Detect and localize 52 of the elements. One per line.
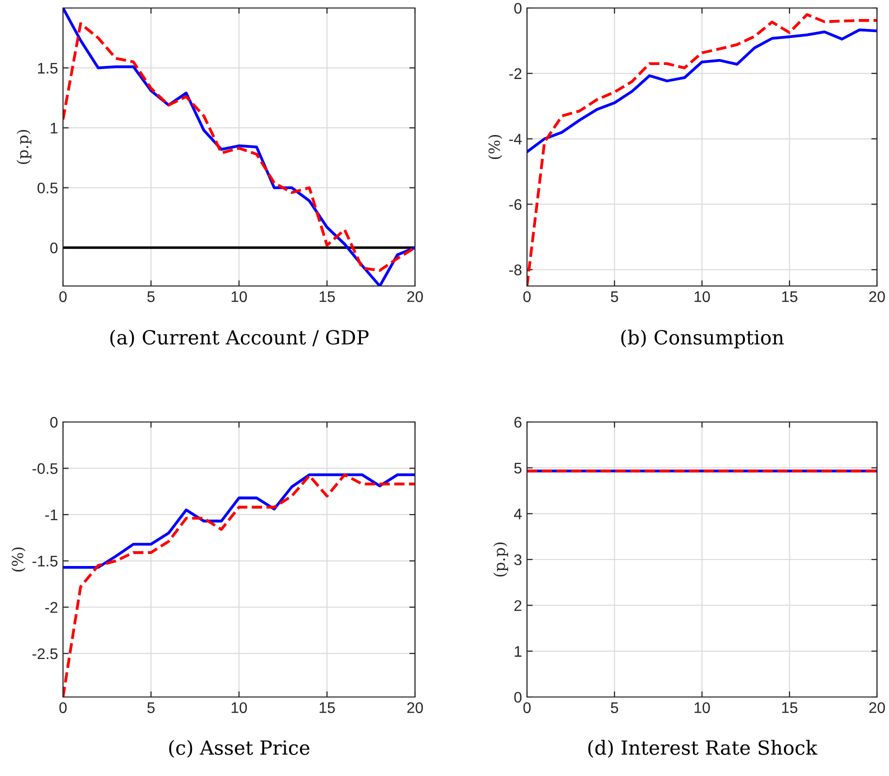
x-tick-label: 10 xyxy=(694,291,710,302)
x-tick-label: 20 xyxy=(407,702,423,714)
y-tick-label: -2.5 xyxy=(32,648,58,660)
y-tick-label: 0.5 xyxy=(38,182,58,194)
y-tick-label: -4 xyxy=(509,134,522,144)
x-tick-label: 15 xyxy=(320,702,335,714)
y-tick-label: 0 xyxy=(514,2,522,14)
y-axis-title: (%) xyxy=(488,134,502,160)
y-axis-title: (%) xyxy=(11,547,26,572)
x-tick-label: 15 xyxy=(782,291,798,302)
x-tick-label: 20 xyxy=(869,702,885,714)
text: (c) Asset Price xyxy=(169,740,310,758)
x-tick-label: 0 xyxy=(59,702,67,714)
x-tick-label: 20 xyxy=(407,291,423,302)
y-tick-label: 6 xyxy=(514,416,522,428)
line-series xyxy=(527,28,877,154)
y-tick-label: 1 xyxy=(514,646,522,657)
text: (a) Current Account / GDP xyxy=(110,330,369,348)
x-tick-label: 10 xyxy=(694,702,710,714)
y-tick-label: -2 xyxy=(509,68,522,79)
y-tick-label: -0.5 xyxy=(32,463,58,474)
y-axis-title: (p.p) xyxy=(16,130,32,164)
text: (d) Interest Rate Shock xyxy=(588,740,818,758)
y-tick-label: 5 xyxy=(514,462,522,474)
y-tick-label: -2 xyxy=(45,602,58,613)
x-tick-label: 15 xyxy=(320,291,335,302)
y-tick-label: -8 xyxy=(509,264,522,276)
y-tick-label: 0 xyxy=(50,416,58,428)
y-axis-title: (p.p) xyxy=(493,542,508,576)
x-tick-label: 20 xyxy=(869,291,885,302)
y-tick-label: 0 xyxy=(514,692,522,703)
x-tick-label: 10 xyxy=(232,291,247,302)
y-tick-label: 1.5 xyxy=(38,62,58,74)
y-tick-label: -6 xyxy=(509,199,522,210)
x-tick-label: 15 xyxy=(782,702,798,714)
x-tick-label: 5 xyxy=(610,702,618,714)
x-tick-label: 5 xyxy=(147,291,155,302)
x-tick-label: 5 xyxy=(147,702,155,714)
y-tick-label: -1 xyxy=(45,510,58,520)
x-tick-label: 5 xyxy=(610,291,618,302)
y-tick-label: -1.5 xyxy=(32,556,58,567)
x-tick-label: 0 xyxy=(523,291,531,302)
y-tick-label: 2 xyxy=(514,600,522,611)
y-tick-label: 0 xyxy=(50,242,58,254)
x-tick-label: 10 xyxy=(232,702,247,714)
line-series xyxy=(63,473,415,569)
x-tick-label: 0 xyxy=(59,291,67,302)
y-tick-label: 4 xyxy=(514,508,522,520)
y-tick-label: 3 xyxy=(514,554,522,566)
y-tick-label: 1 xyxy=(50,122,58,134)
text: (b) Consumption xyxy=(621,330,784,348)
x-tick-label: 0 xyxy=(523,702,531,714)
